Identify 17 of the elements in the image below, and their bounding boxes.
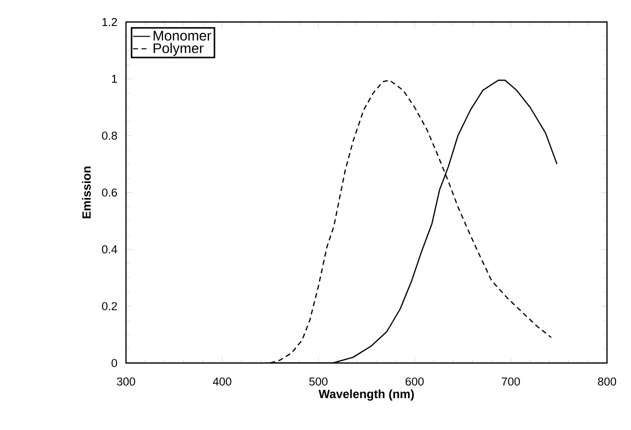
x-tick-label: 700 <box>502 377 520 386</box>
legend-label: Monomer <box>154 30 212 41</box>
x-tick-label: 400 <box>212 377 232 386</box>
x-tick-label: 300 <box>116 377 136 386</box>
x-tick-label: 500 <box>309 377 328 386</box>
y-tick-label: 0 <box>112 358 118 368</box>
x-axis-title: Wavelength (nm) <box>318 389 414 401</box>
y-tick-label: 0.4 <box>102 245 118 254</box>
y-tick-label: 0.2 <box>102 302 117 310</box>
y-tick-label: 1.2 <box>102 18 117 26</box>
y-axis-title: Emission <box>82 166 91 218</box>
x-tick-label: 600 <box>406 377 424 386</box>
x-tick-label: 800 <box>598 377 616 386</box>
legend-label: Polymer <box>154 42 204 56</box>
y-tick-label: 0.6 <box>102 188 117 197</box>
y-tick-label: 1 <box>112 74 117 83</box>
y-tick-label: 0.8 <box>102 132 118 140</box>
